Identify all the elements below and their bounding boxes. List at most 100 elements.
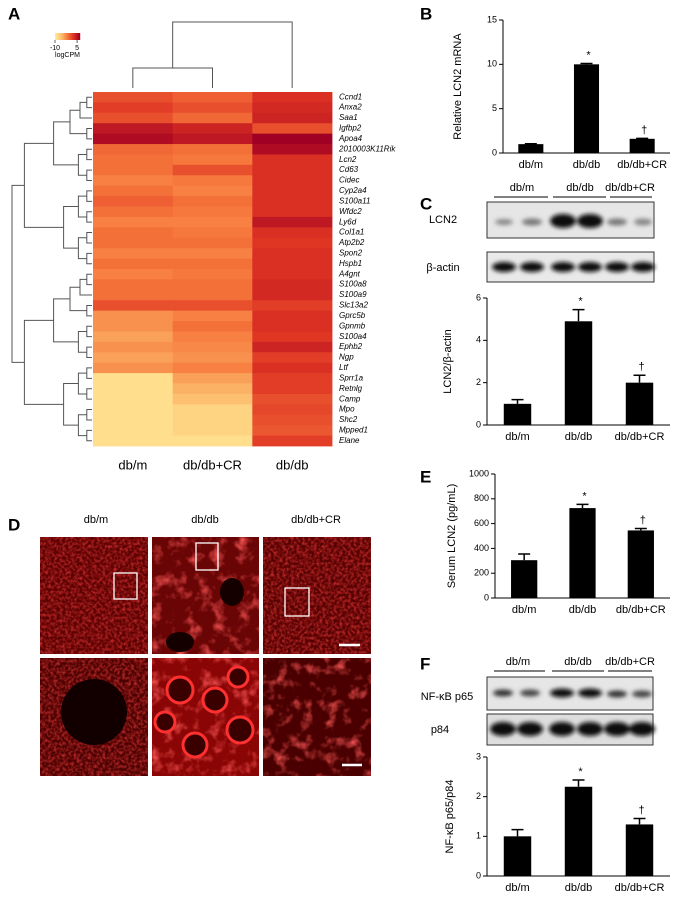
colorbar-segment bbox=[78, 33, 80, 40]
gene-label: Retnlg bbox=[339, 384, 363, 393]
gene-label: Cidec bbox=[339, 176, 359, 185]
band bbox=[578, 262, 602, 272]
significance-marker: * bbox=[578, 296, 583, 308]
gene-label: Cyp2a4 bbox=[339, 186, 367, 195]
y-tick-label: 1000 bbox=[469, 468, 489, 478]
heatmap-cell bbox=[252, 248, 333, 259]
bar bbox=[518, 144, 544, 153]
heatmap-cell bbox=[93, 227, 174, 239]
error-bar bbox=[518, 553, 531, 561]
gene-label: S100a8 bbox=[339, 280, 367, 289]
lane-label: db/db bbox=[566, 182, 594, 194]
texture bbox=[263, 658, 371, 776]
heatmap-cell bbox=[93, 373, 174, 384]
heatmap-cell bbox=[93, 185, 174, 197]
heatmap-cell bbox=[252, 383, 333, 395]
significance-marker: † bbox=[641, 124, 647, 136]
blot-row-label: NF-κB p65 bbox=[421, 691, 474, 703]
colorbar-segment bbox=[64, 33, 66, 40]
heatmap-cell bbox=[172, 383, 253, 395]
heatmap-cell bbox=[252, 310, 333, 322]
y-tick-label: 2 bbox=[476, 377, 481, 387]
heatmap-cell bbox=[172, 248, 253, 259]
y-tick-label: 15 bbox=[487, 14, 497, 24]
heatmap-cell bbox=[172, 144, 253, 155]
panel-label: A bbox=[8, 4, 20, 23]
significance-marker: * bbox=[586, 49, 591, 61]
heatmap-cell bbox=[252, 133, 333, 145]
gene-label: Ngp bbox=[339, 353, 354, 362]
heatmap-cell bbox=[93, 144, 174, 155]
column-label: db/db bbox=[191, 514, 219, 526]
colorbar-segment bbox=[60, 33, 62, 40]
heatmap-cell bbox=[252, 393, 333, 405]
vessel bbox=[220, 578, 244, 606]
band bbox=[607, 218, 627, 226]
column-label: db/m bbox=[84, 514, 108, 526]
vessel bbox=[166, 632, 194, 652]
significance-marker: † bbox=[638, 804, 644, 816]
error-bar bbox=[633, 817, 646, 825]
bar bbox=[503, 836, 532, 876]
heatmap-cell bbox=[252, 300, 333, 312]
colorbar-segment bbox=[59, 33, 61, 40]
heatmap-cell bbox=[172, 269, 253, 280]
gene-label: A4gnt bbox=[338, 269, 361, 278]
heatmap-cell bbox=[252, 414, 333, 426]
colorbar-segment bbox=[63, 33, 65, 40]
heatmap-cell bbox=[252, 196, 333, 207]
cell bbox=[226, 665, 250, 689]
band bbox=[634, 218, 652, 226]
cell bbox=[201, 686, 229, 714]
significance-marker: * bbox=[578, 766, 583, 778]
x-tick-label: db/db+CR bbox=[615, 431, 665, 443]
colorbar-segment bbox=[66, 33, 68, 40]
colorbar-segment bbox=[76, 33, 78, 40]
error-bar bbox=[576, 503, 589, 509]
colorbar-segment bbox=[74, 33, 76, 40]
colorbar-segment bbox=[65, 33, 67, 40]
column-label: db/db bbox=[276, 457, 309, 472]
x-tick-label: db/db bbox=[565, 431, 593, 443]
heatmap-cell bbox=[172, 373, 253, 384]
bar bbox=[627, 530, 654, 598]
panel-label: F bbox=[420, 654, 430, 673]
colorbar-tick-label: 5 bbox=[75, 45, 79, 52]
y-tick-label: 800 bbox=[474, 493, 489, 503]
micrographs: D db/m db/db db/db+CR bbox=[8, 514, 371, 776]
heatmap-cell bbox=[93, 206, 174, 218]
band bbox=[517, 722, 543, 736]
y-tick-label: 3 bbox=[476, 751, 481, 761]
y-axis-label: Serum LCN2 (pg/mL) bbox=[446, 484, 458, 589]
band bbox=[493, 689, 513, 697]
zoom-box bbox=[113, 572, 138, 600]
y-tick-label: 4 bbox=[476, 335, 481, 345]
bar bbox=[569, 508, 596, 598]
heatmap-cell bbox=[93, 341, 174, 353]
significance-marker: * bbox=[582, 490, 587, 502]
y-axis-label: NF-κB p65/p84 bbox=[444, 780, 456, 854]
blot-bands bbox=[492, 214, 655, 272]
heatmap-cell bbox=[252, 237, 333, 249]
heatmap-cell bbox=[93, 269, 174, 280]
heatmap-cell bbox=[93, 112, 174, 124]
y-tick-label: 0 bbox=[484, 592, 489, 602]
heatmap-cell bbox=[93, 196, 174, 207]
heatmap-cell bbox=[93, 248, 174, 259]
gene-label: Mpo bbox=[339, 405, 355, 414]
colorbar-segment bbox=[58, 33, 60, 40]
bar bbox=[564, 786, 593, 876]
band bbox=[550, 214, 576, 228]
heatmap-cell bbox=[172, 352, 253, 364]
x-tick-label: db/m bbox=[505, 431, 529, 443]
heatmap-cell bbox=[172, 300, 253, 312]
band bbox=[604, 722, 630, 736]
y-tick-label: 0 bbox=[492, 147, 497, 157]
heatmap-cell bbox=[93, 362, 174, 374]
gene-label: Col1a1 bbox=[339, 228, 364, 237]
band bbox=[607, 690, 627, 698]
significance-marker: † bbox=[640, 514, 646, 526]
heatmap-cell bbox=[172, 414, 253, 426]
error-bar bbox=[580, 62, 593, 65]
